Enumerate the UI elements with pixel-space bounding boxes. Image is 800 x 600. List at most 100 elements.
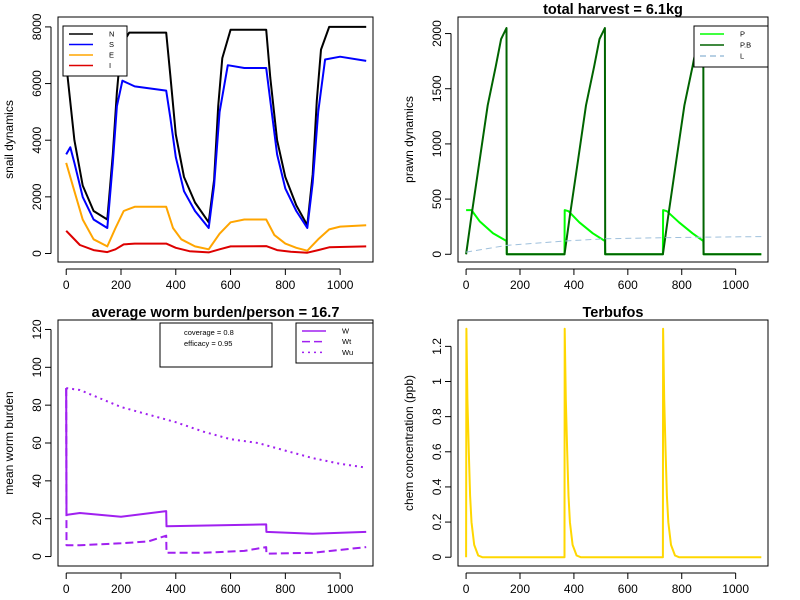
y-axis-label: mean worm burden	[2, 391, 16, 494]
y-tick-label: 20	[30, 512, 44, 526]
x-tick-label: 800	[275, 278, 295, 292]
x-tick-label: 1000	[327, 582, 354, 596]
y-axis: 0 20 40 60 80 100 120	[30, 319, 52, 560]
y-tick-label: 1	[430, 378, 444, 385]
series-line-l	[466, 236, 762, 253]
y-tick-label: 100	[30, 357, 44, 377]
y-tick-label: 0.6	[430, 443, 444, 460]
legend-entry: N	[109, 30, 114, 39]
y-tick-label: 2000	[30, 183, 44, 210]
legend-entry: L	[740, 52, 744, 61]
legend-entry: P	[740, 30, 745, 39]
y-tick-label: 1500	[430, 75, 444, 102]
y-tick-label: 0	[30, 553, 44, 560]
legend-entry: Wu	[342, 348, 353, 357]
series-line-wt	[65, 388, 367, 555]
series-line-wu	[66, 387, 367, 469]
x-tick-label: 200	[510, 278, 530, 292]
y-tick-label: 60	[30, 436, 44, 450]
y-tick-label: 0	[430, 251, 444, 258]
series-line-w	[65, 388, 367, 535]
series-line-concentration	[465, 327, 762, 559]
y-tick-label: 4000	[30, 127, 44, 154]
y-axis-label: chem concentration (ppb)	[402, 375, 416, 511]
x-tick-label: 600	[618, 278, 638, 292]
x-tick-label: 0	[463, 278, 470, 292]
x-axis: 0 200 400 600 800 1000	[463, 572, 749, 596]
plot-frame	[457, 16, 769, 263]
y-tick-label: 0.4	[430, 478, 444, 495]
series-line-p	[466, 209, 762, 256]
y-tick-label: 500	[430, 189, 444, 209]
legend-entry: I	[109, 61, 111, 70]
y-tick-label: 0	[30, 250, 44, 257]
legend-box	[295, 322, 374, 364]
annotation-text: efficacy = 0.95	[184, 339, 232, 348]
x-tick-label: 0	[63, 278, 70, 292]
series-line-s	[65, 55, 367, 229]
x-tick-label: 1000	[722, 278, 749, 292]
y-tick-label: 0.8	[430, 408, 444, 425]
y-tick-label: 0.2	[430, 513, 444, 530]
y-axis-label: snail dynamics	[2, 100, 16, 179]
x-tick-label: 600	[618, 582, 638, 596]
plot-frame	[57, 16, 374, 263]
x-axis: 0 200 400 600 800 1000	[463, 268, 749, 292]
y-tick-label: 40	[30, 474, 44, 488]
x-axis: 0 200 400 600 800 1000	[63, 268, 354, 292]
x-tick-label: 600	[221, 582, 241, 596]
legend: WWt Wu	[295, 322, 374, 364]
plot-frame	[457, 319, 769, 567]
legend-box	[693, 25, 769, 68]
series-line-i	[65, 230, 367, 254]
x-tick-label: 0	[463, 582, 470, 596]
annotation-box: coverage = 0.8 efficacy = 0.95	[159, 322, 273, 368]
chart-title: Terbufos	[583, 305, 644, 321]
legend-entry: S	[109, 40, 114, 49]
y-tick-label: 1.2	[430, 338, 444, 355]
legend-entry: Wt	[342, 337, 352, 346]
legend-entry: P.B	[740, 41, 751, 50]
x-tick-label: 200	[111, 278, 131, 292]
legend-entry: W	[342, 327, 350, 336]
x-tick-label: 1000	[722, 582, 749, 596]
x-tick-label: 800	[275, 582, 295, 596]
y-tick-label: 1000	[430, 130, 444, 157]
x-tick-label: 200	[111, 582, 131, 596]
chart-panel-3: 0 200 400 600 800 1000 0 20 40 60 80 100 120 mean wor…	[2, 305, 374, 596]
y-axis: 0 500 1000 1500 2000	[430, 20, 452, 258]
y-tick-label: 80	[30, 398, 44, 412]
x-tick-label: 400	[564, 278, 584, 292]
y-axis: 0 0.2 0.4 0.6 0.8 1 1.2	[430, 338, 452, 561]
x-axis: 0 200 400 600 800 1000	[63, 572, 354, 596]
legend: P P.B L	[693, 25, 769, 68]
chart-title: average worm burden/person = 16.7	[92, 305, 340, 321]
x-tick-label: 400	[166, 582, 186, 596]
x-tick-label: 600	[221, 278, 241, 292]
series-line-e	[65, 162, 367, 252]
x-tick-label: 400	[564, 582, 584, 596]
series-line-p-b	[465, 27, 762, 256]
x-tick-label: 0	[63, 582, 70, 596]
plot-frame	[57, 319, 374, 567]
annotation-text: coverage = 0.8	[184, 328, 234, 337]
y-tick-label: 6000	[30, 70, 44, 97]
chart-title: total harvest = 6.1kg	[543, 2, 683, 18]
x-tick-label: 400	[166, 278, 186, 292]
y-tick-label: 0	[430, 554, 444, 561]
x-tick-label: 200	[510, 582, 530, 596]
y-axis: 0 2000 4000 6000 8000	[30, 13, 52, 257]
y-tick-label: 8000	[30, 13, 44, 40]
x-tick-label: 800	[672, 582, 692, 596]
chart-panel-4: 0 200 400 600 800 1000 0 0.2 0.4 0.6 0.8 1 1.2 chem c…	[402, 305, 769, 596]
y-tick-label: 2000	[430, 20, 444, 47]
y-axis-label: prawn dynamics	[402, 96, 416, 183]
legend-entry: E	[109, 51, 114, 60]
chart-panel-2: 0 200 400 600 800 1000 0 500 1000 1500 2000 prawn d…	[402, 2, 769, 292]
x-tick-label: 800	[672, 278, 692, 292]
y-tick-label: 120	[30, 319, 44, 339]
annotation-frame	[159, 322, 273, 368]
x-tick-label: 1000	[327, 278, 354, 292]
